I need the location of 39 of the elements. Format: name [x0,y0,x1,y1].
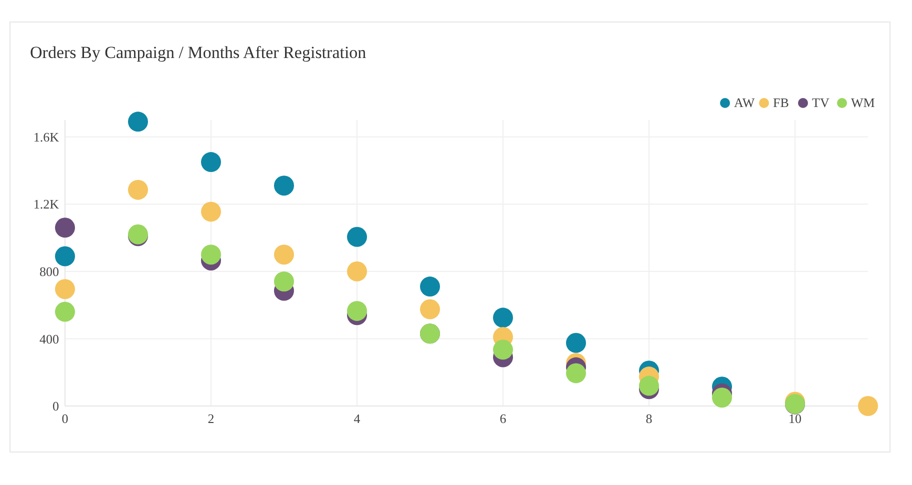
x-tick-label: 2 [208,411,214,426]
y-tick-label: 400 [40,331,59,346]
point [55,302,75,322]
y-tick-label: 0 [52,398,59,414]
legend-label: FB [773,95,790,110]
point [347,300,367,321]
y-tick-label: 800 [40,264,59,279]
point [55,218,75,238]
point [493,340,513,360]
point [128,180,148,200]
point [566,363,586,384]
point [274,272,294,292]
point [274,176,294,196]
point [347,226,367,247]
point [493,308,513,328]
x-tick-label: 6 [500,411,507,426]
point [201,202,221,222]
point [55,246,75,266]
y-tick-label: 1.2K [33,196,60,212]
point [55,279,75,300]
y-tick-label: 1.6K [33,129,60,144]
point [201,152,221,172]
point [712,388,732,408]
x-tick-label: 10 [788,411,802,426]
point [347,261,367,282]
legend-label: AW [734,95,756,110]
point [274,244,294,265]
point [639,376,659,396]
legend-label: TV [812,95,830,110]
point [420,276,440,297]
point [420,299,440,320]
x-tick-label: 4 [354,411,361,426]
point [201,244,221,265]
legend-label: WM [851,95,876,110]
chart-title: Orders By Campaign / Months After Registration [30,43,367,62]
point [858,396,878,416]
point [566,332,586,353]
point [128,112,148,132]
x-tick-label: 8 [646,411,652,426]
